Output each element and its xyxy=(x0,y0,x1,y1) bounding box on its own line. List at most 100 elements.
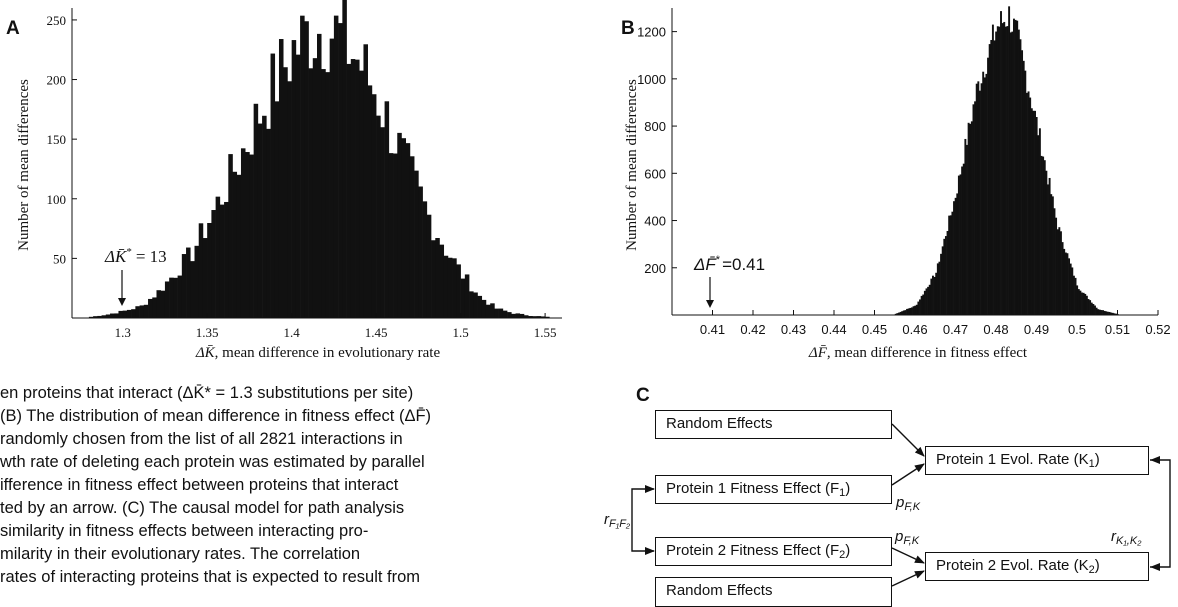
histogram-bar xyxy=(972,104,975,315)
histogram-bar xyxy=(1097,309,1100,315)
histogram-bar xyxy=(1077,289,1080,315)
histogram-bar xyxy=(515,313,521,318)
histogram-bar xyxy=(1082,292,1085,315)
caption-line: randomly chosen from the list of all 282… xyxy=(0,430,403,448)
histogram-bar xyxy=(1022,60,1025,316)
x-tick-label: 0.46 xyxy=(902,322,927,337)
x-tick-label: 0.52 xyxy=(1145,322,1170,337)
histogram-bar xyxy=(951,211,954,315)
histogram-bar xyxy=(1058,227,1061,315)
histogram-bar xyxy=(1090,302,1093,315)
bracket-rate-correlation xyxy=(1150,459,1171,568)
arrow-fit2-to-rate2 xyxy=(891,547,925,564)
x-tick-label: 0.49 xyxy=(1024,322,1049,337)
histogram-bar xyxy=(1016,20,1019,316)
histogram-bar xyxy=(156,290,162,318)
histogram-bar xyxy=(519,313,525,318)
histogram-bar xyxy=(1013,18,1015,316)
y-tick-label: 150 xyxy=(47,132,67,147)
histogram-bar xyxy=(943,238,946,315)
x-tick-label: 0.5 xyxy=(1068,322,1086,337)
histogram-bar xyxy=(464,274,470,318)
histogram-bar xyxy=(1066,253,1069,315)
annotation-a: ΔK̄* = 13 xyxy=(104,246,167,266)
histogram-bar xyxy=(1115,313,1117,315)
histogram-bar xyxy=(932,275,934,315)
histogram-bar xyxy=(936,263,939,315)
histogram-bar xyxy=(906,308,909,315)
caption-line: milarity in their evolutionary rates. Th… xyxy=(0,545,361,563)
histogram-bar xyxy=(983,77,986,316)
histogram-bar xyxy=(1103,310,1106,315)
histogram-bar xyxy=(131,309,136,318)
histogram-bar xyxy=(481,299,487,318)
histogram-bar xyxy=(1029,97,1032,316)
histogram-bar xyxy=(291,40,297,319)
histogram-bar xyxy=(528,316,533,318)
y-tick-label: 800 xyxy=(644,119,666,134)
histogram-bar xyxy=(1037,135,1040,315)
arrowhead-fit2 xyxy=(645,547,655,555)
histogram-bar xyxy=(198,223,204,318)
histogram-bar xyxy=(935,272,938,315)
x-tick-label: 0.47 xyxy=(943,322,968,337)
histogram-bar xyxy=(1063,248,1066,315)
histogram-bar xyxy=(1042,156,1045,315)
histogram-bar xyxy=(1111,312,1114,315)
x-tick-label: 0.45 xyxy=(862,322,887,337)
histogram-bar xyxy=(1100,310,1103,315)
x-tick-label: 1.45 xyxy=(365,325,388,340)
histogram-bar xyxy=(996,26,999,316)
histogram-bar xyxy=(1011,31,1014,316)
histogram-bar xyxy=(1074,277,1077,315)
histogram-bar xyxy=(940,253,943,315)
histogram-bar xyxy=(897,312,900,315)
histogram-bar xyxy=(232,171,238,318)
histogram-bar xyxy=(1000,11,1002,316)
histogram-bar xyxy=(397,132,402,318)
histogram-bar xyxy=(920,295,923,315)
annotation-arrowhead-a xyxy=(118,298,126,306)
histogram-bar xyxy=(978,90,981,315)
histogram-bar xyxy=(97,315,102,318)
protein1-rate-box: Protein 1 Evol. Rate (K1) xyxy=(925,446,1149,475)
histogram-bar xyxy=(964,138,967,315)
histogram-bar xyxy=(1064,252,1067,315)
histogram-bar xyxy=(925,288,928,315)
y-tick-label: 1200 xyxy=(637,25,666,40)
histogram-bar xyxy=(998,26,1001,316)
histogram-bar xyxy=(1038,128,1041,315)
ylabel-b: Number of mean differences xyxy=(624,79,640,251)
y-tick-label: 400 xyxy=(644,214,666,229)
histogram-bar xyxy=(194,245,200,318)
histogram-bar xyxy=(1017,29,1020,315)
histogram-bar xyxy=(164,281,170,318)
histogram-bar xyxy=(325,72,330,318)
x-tick-label: 0.42 xyxy=(740,322,765,337)
histogram-bar xyxy=(257,123,263,318)
histogram-bar xyxy=(148,298,153,318)
histogram-bar xyxy=(987,57,990,315)
histogram-bar xyxy=(1009,32,1012,315)
histogram-bar xyxy=(262,115,267,319)
histogram-bar xyxy=(135,306,140,318)
histogram-bar xyxy=(270,53,276,319)
y-tick-label: 600 xyxy=(644,166,666,181)
histogram-bar xyxy=(540,316,546,318)
histogram-bar xyxy=(1092,304,1095,315)
x-tick-label: 1.5 xyxy=(452,325,468,340)
histogram-bar xyxy=(295,54,301,318)
caption-line: rates of interacting proteins that is ex… xyxy=(0,568,421,586)
histogram-bar xyxy=(405,143,411,318)
histogram-bar xyxy=(1006,26,1009,315)
histogram-bar xyxy=(1089,300,1092,315)
x-tick-label: 1.4 xyxy=(284,325,301,340)
protein2-fitness-box: Protein 2 Fitness Effect (F2) xyxy=(655,537,892,566)
histogram-bar xyxy=(355,59,360,319)
histogram-bar xyxy=(970,121,973,315)
histogram-bar xyxy=(228,154,233,318)
histogram-bar xyxy=(312,58,318,318)
annotation-b: ΔF̄* =0.41 xyxy=(693,254,765,274)
histogram-bar xyxy=(985,73,988,315)
y-tick-label: 1000 xyxy=(637,72,666,87)
